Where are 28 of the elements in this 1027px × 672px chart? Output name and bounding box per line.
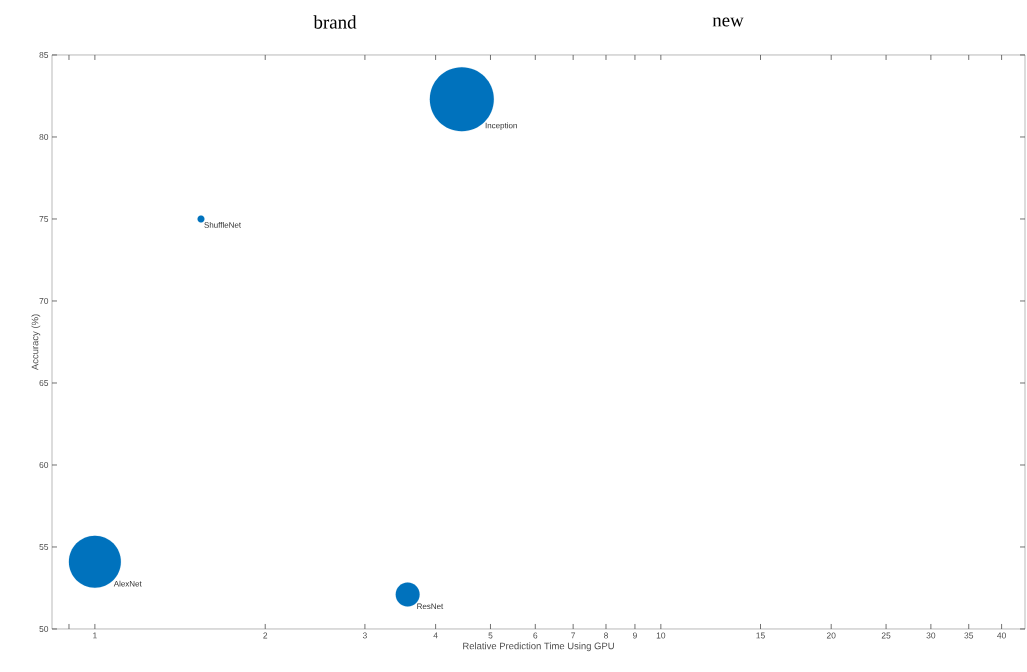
y-tick-label: 70 [39,297,49,304]
x-tick-label: 9 [632,632,637,639]
y-tick-label: 50 [39,625,49,632]
x-tick-label: 15 [756,632,765,639]
y-tick-label: 60 [39,461,49,468]
x-tick-label: 40 [997,632,1006,639]
x-tick-label: 8 [604,632,608,639]
x-tick-label: 2 [263,632,268,639]
x-tick-label: 25 [881,632,891,639]
x-tick-label: 20 [826,632,836,639]
x-axis-title: Relative Prediction Time Using GPU [463,642,614,652]
x-tick-label: 35 [964,632,974,639]
x-tick-label: 6 [533,632,538,639]
x-tick-label: 30 [926,632,936,639]
x-tick-label: 4 [433,632,438,639]
y-tick-label: 85 [39,51,49,58]
x-tick-label: 7 [571,632,576,639]
x-tick-label: 1 [93,632,97,639]
y-tick-label: 55 [39,544,49,550]
y-tick-label: 65 [39,379,49,386]
x-tick-label: 5 [488,632,493,639]
x-tick-label: 3 [362,632,367,639]
y-tick-label: 75 [39,216,49,222]
text: new [712,17,744,27]
x-tick-label: 10 [656,632,666,639]
y-tick-label: 80 [39,133,49,140]
text: brand [313,15,357,29]
y-axis-title: Accuracy (%) [31,314,41,371]
